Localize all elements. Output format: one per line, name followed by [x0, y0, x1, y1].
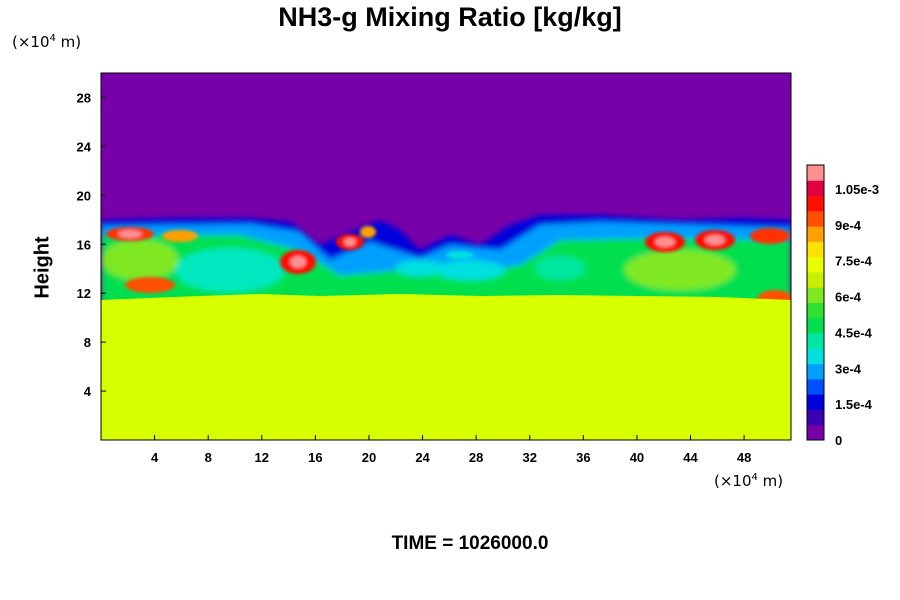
x-tick-label: 16	[308, 450, 322, 465]
colorbar-segment	[807, 378, 824, 395]
colorbar-segment	[807, 317, 824, 334]
plot-frame	[100, 72, 792, 441]
x-tick-label: 36	[576, 450, 590, 465]
colorbar-tick-label: 6e-4	[835, 290, 862, 305]
colorbar-segment	[807, 424, 824, 441]
x-tick-label: 8	[205, 450, 212, 465]
colorbar-segment	[807, 363, 824, 380]
colorbar-segment	[807, 241, 824, 258]
x-tick-label: 44	[683, 450, 698, 465]
field-lower-layer	[101, 294, 791, 440]
y-tick-label: 4	[84, 384, 92, 399]
colorbar-tick-label: 7.5e-4	[835, 254, 873, 269]
colorbar-tick-label: 9e-4	[835, 218, 862, 233]
colorbar: 0 1.5e-4 3e-4 4.5e-4 6e-4 7.5e-4 9e-4 1.05e-3	[806, 164, 879, 448]
field-hot-spots	[106, 226, 791, 310]
x-tick-label: 4	[151, 450, 159, 465]
colorbar-segment	[807, 394, 824, 410]
colorbar-tick-label: 1.05e-3	[835, 182, 879, 197]
colorbar-segment	[807, 333, 824, 349]
colorbar-segment	[807, 256, 824, 273]
y-axis-ticks: 4 8 12 16 20 24 28	[77, 90, 106, 399]
colorbar-frame	[806, 164, 825, 441]
y-tick-label: 8	[84, 335, 91, 350]
colorbar-segment	[807, 409, 824, 426]
x-tick-label: 20	[362, 450, 376, 465]
heatmap-field	[101, 73, 791, 440]
x-axis-ticks: 4 8 12 16 20 24 28 32 36 40 44 48	[151, 435, 751, 465]
y-tick-label: 16	[77, 237, 91, 252]
x-axis-unit: (×104 m)	[714, 472, 784, 490]
y-tick-label: 24	[77, 139, 92, 154]
colorbar-tick-label: 1.5e-4	[835, 397, 873, 412]
colorbar-segment	[807, 348, 824, 365]
x-tick-label: 40	[630, 450, 644, 465]
x-tick-label: 28	[469, 450, 483, 465]
colorbar-tick-label: 4.5e-4	[835, 325, 873, 340]
colorbar-segment	[807, 165, 824, 181]
time-annotation: TIME = 1026000.0	[391, 533, 549, 554]
y-tick-label: 12	[77, 286, 91, 301]
colorbar-segment	[807, 180, 824, 197]
x-tick-label: 24	[415, 450, 430, 465]
colorbar-tick-label: 0	[835, 433, 842, 448]
colorbar-segment	[807, 195, 824, 212]
y-tick-label: 28	[77, 90, 91, 105]
x-tick-label: 32	[523, 450, 537, 465]
colorbar-segment	[807, 210, 824, 227]
y-axis-unit: (×104 m)	[12, 33, 82, 51]
y-tick-label: 20	[77, 188, 91, 203]
colorbar-tick-label: 3e-4	[835, 361, 862, 376]
colorbar-segment	[807, 287, 824, 303]
x-tick-label: 48	[737, 450, 751, 465]
chart-title: NH3-g Mixing Ratio [kg/kg]	[278, 2, 622, 32]
colorbar-segment	[807, 302, 824, 319]
colorbar-segment	[807, 226, 824, 242]
colorbar-segment	[807, 271, 824, 288]
x-tick-label: 12	[255, 450, 269, 465]
